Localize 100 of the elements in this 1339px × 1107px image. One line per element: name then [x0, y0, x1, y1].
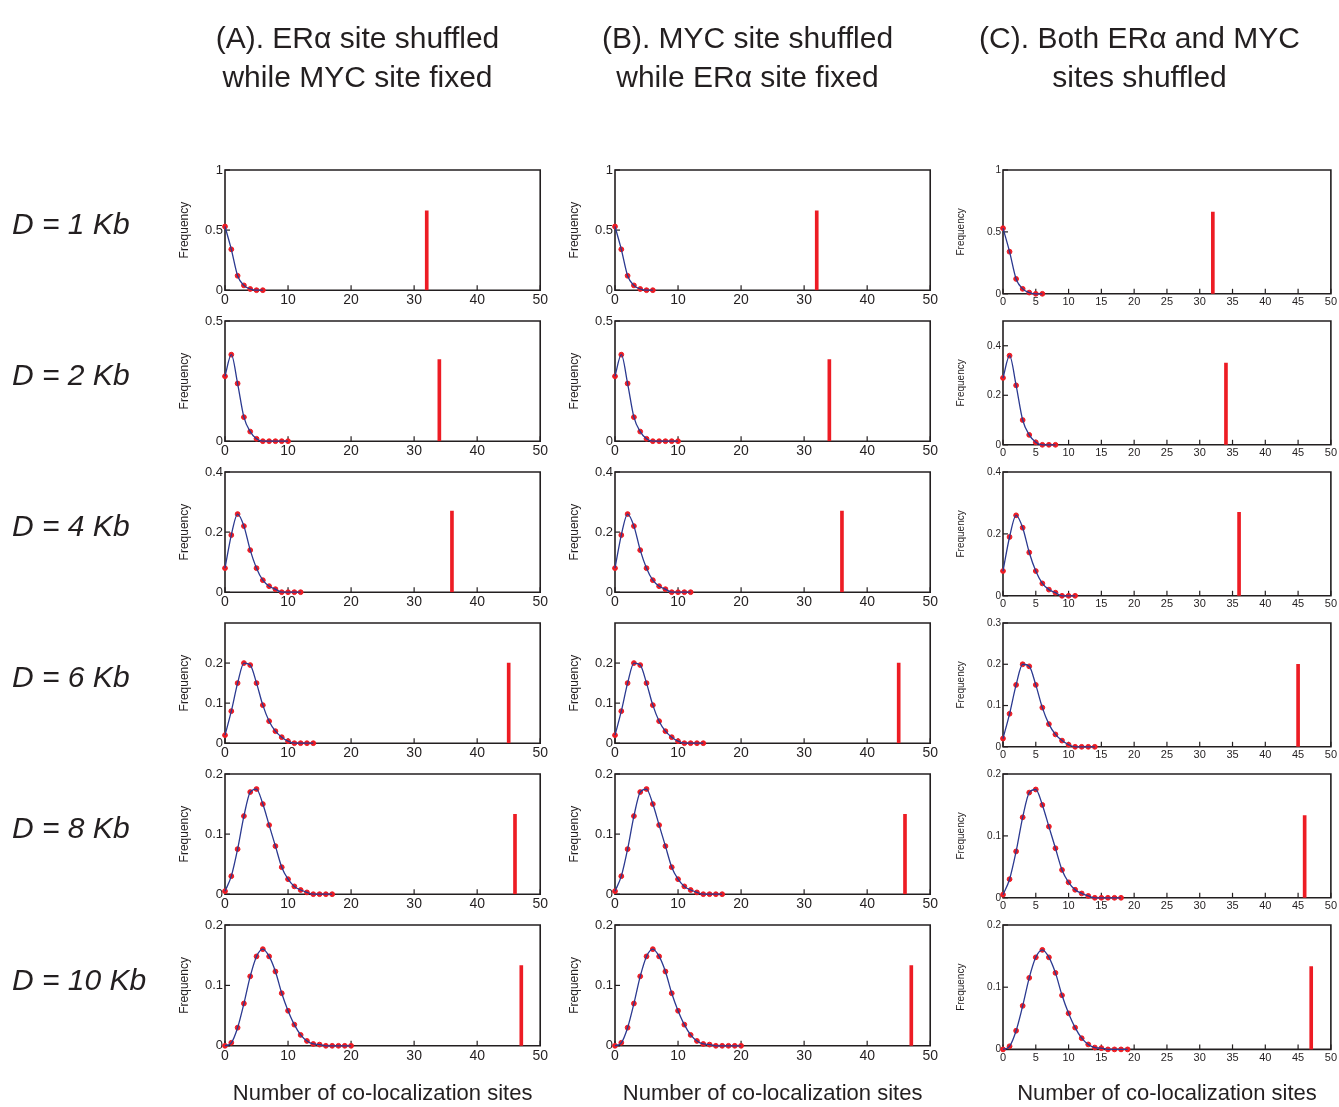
y-tick-label: 0.2 [594, 523, 613, 539]
x-tick-label: 15 [1095, 1051, 1108, 1064]
y-tick-label: 0 [215, 432, 223, 448]
y-tick-label: 0.4 [204, 463, 223, 479]
y-tick-label: 0.5 [987, 225, 1002, 237]
y-axis-title: Frequency [954, 661, 966, 709]
x-tick-label: 35 [1226, 597, 1239, 610]
y-tick-label: 0.1 [594, 825, 613, 841]
y-axis-title: Frequency [954, 359, 966, 407]
y-tick-label: 0.2 [204, 523, 223, 539]
x-tick-label: 15 [1095, 446, 1108, 459]
x-tick-label: 30 [406, 744, 423, 761]
y-tick-label: 0 [605, 583, 613, 599]
y-tick-label: 0.2 [594, 654, 613, 670]
y-tick-label: 0 [215, 885, 223, 901]
y-tick-label: 0.2 [987, 389, 1002, 401]
y-tick-label: 0 [215, 583, 223, 599]
text: D = 8 Kb [12, 811, 130, 845]
y-tick-label: 0.2 [987, 658, 1002, 670]
y-tick-label: 0 [215, 281, 223, 297]
y-axis-title: Frequency [566, 201, 581, 259]
x-tick-label: 10 [280, 291, 297, 308]
x-tick-label: 25 [1160, 295, 1174, 308]
y-axis-title: Frequency [566, 352, 581, 410]
x-tick-label: 40 [859, 1047, 876, 1064]
x-tick-label: 45 [1291, 899, 1305, 912]
x-tick-label: 50 [922, 442, 939, 459]
y-tick-label: 0 [215, 1037, 223, 1053]
x-tick-label: 30 [796, 1047, 813, 1064]
x-tick-label: 50 [1324, 1051, 1338, 1064]
x-tick-label: 40 [1259, 1051, 1272, 1064]
x-tick-label: 40 [859, 895, 876, 912]
text: D = 4 Kb [12, 509, 130, 543]
x-tick-label: 40 [469, 593, 486, 610]
y-tick-label: 0.1 [204, 976, 223, 992]
y-axis-title: Frequency [176, 654, 191, 712]
x-tick-label: 30 [796, 291, 813, 308]
y-tick-label: 0.5 [204, 221, 223, 237]
x-tick-label: 40 [1259, 748, 1272, 761]
text: D = 6 Kb [12, 660, 130, 694]
y-tick-label: 0 [605, 1037, 613, 1053]
x-tick-label: 20 [1128, 899, 1141, 912]
x-tick-label: 50 [922, 593, 939, 610]
x-tick-label: 20 [343, 593, 360, 610]
y-tick-label: 0.1 [594, 976, 613, 992]
y-tick-label: 0.2 [594, 765, 613, 781]
x-tick-label: 30 [406, 895, 423, 912]
x-tick-label: 30 [406, 291, 423, 308]
x-tick-label: 40 [469, 442, 486, 459]
y-axis-title: Frequency [176, 352, 191, 410]
x-tick-label: 10 [1062, 446, 1075, 459]
text: D = 10 Kb [12, 962, 147, 996]
y-tick-label: 1 [995, 163, 1002, 175]
x-tick-label: 50 [532, 1047, 549, 1064]
x-tick-label: 20 [733, 593, 750, 610]
y-tick-label: 1 [605, 161, 613, 177]
x-tick-label: 40 [1259, 446, 1272, 459]
x-tick-label: 15 [1095, 899, 1108, 912]
x-tick-label: 5 [1032, 1051, 1039, 1064]
x-tick-label: 45 [1291, 748, 1305, 761]
x-tick-label: 50 [1324, 748, 1338, 761]
chart-title: (C). Both ERα and MYC sites shuffled [978, 20, 1301, 95]
x-tick-label: 20 [343, 291, 360, 308]
x-tick-label: 35 [1226, 899, 1239, 912]
x-tick-label: 10 [280, 744, 297, 761]
x-tick-label: 30 [1193, 446, 1206, 459]
x-tick-label: 10 [670, 593, 687, 610]
x-tick-label: 20 [733, 744, 750, 761]
x-tick-label: 30 [406, 1047, 423, 1064]
x-tick-label: 15 [1095, 295, 1108, 308]
y-tick-label: 0 [605, 432, 613, 448]
x-tick-label: 40 [1259, 597, 1272, 610]
x-tick-label: 50 [532, 442, 549, 459]
x-tick-label: 20 [1128, 1051, 1141, 1064]
y-tick-label: 0.2 [204, 654, 223, 670]
y-tick-label: 0.1 [204, 694, 223, 710]
y-tick-label: 0.5 [594, 312, 613, 328]
x-tick-label: 50 [922, 1047, 939, 1064]
y-axis-title: Frequency [954, 510, 966, 558]
y-tick-label: 0 [605, 885, 613, 901]
x-tick-label: 40 [469, 895, 486, 912]
text: D = 2 Kb [12, 358, 130, 392]
x-tick-label: 40 [859, 442, 876, 459]
x-tick-label: 10 [1062, 1051, 1075, 1064]
x-tick-label: 5 [1032, 446, 1039, 459]
y-tick-label: 0.3 [987, 616, 1002, 628]
y-tick-label: 0.2 [987, 767, 1002, 779]
x-tick-label: 50 [532, 895, 549, 912]
x-tick-label: 45 [1291, 446, 1305, 459]
x-tick-label: 20 [343, 1047, 360, 1064]
y-axis-title: Frequency [954, 208, 966, 256]
x-tick-label: 30 [1193, 597, 1206, 610]
text: D = 1 Kb [12, 207, 130, 241]
x-tick-label: 15 [1095, 597, 1108, 610]
x-tick-label: 25 [1160, 1051, 1174, 1064]
x-tick-label: 10 [670, 291, 687, 308]
x-tick-label: 45 [1291, 597, 1305, 610]
x-tick-label: 30 [1193, 1051, 1206, 1064]
y-tick-label: 0.4 [594, 463, 613, 479]
x-tick-label: 20 [1128, 748, 1141, 761]
